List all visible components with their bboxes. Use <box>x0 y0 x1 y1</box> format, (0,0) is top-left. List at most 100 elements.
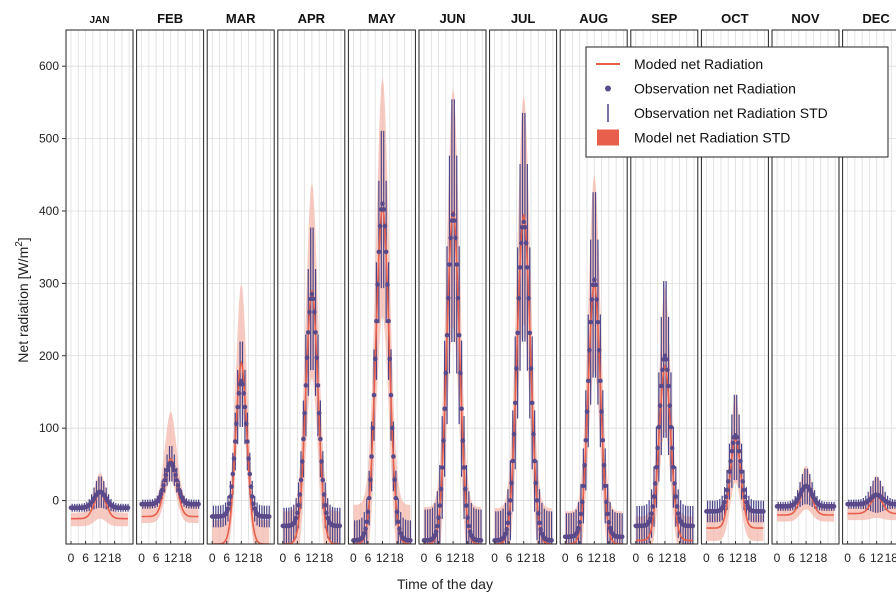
observation-point <box>408 538 413 543</box>
observation-point <box>368 477 373 483</box>
x-tick-label: 0 <box>421 551 428 565</box>
observation-point <box>445 295 451 301</box>
observation-point <box>172 467 177 473</box>
observation-point <box>395 519 401 525</box>
observation-point <box>724 487 730 493</box>
observation-point <box>394 509 400 515</box>
y-axis-title-main: Net radiation [W/m <box>15 247 31 363</box>
month-label: OCT <box>721 11 749 26</box>
observation-point <box>369 454 374 459</box>
x-tick-label: 18 <box>743 551 757 565</box>
legend-box <box>585 46 889 158</box>
observation-point <box>299 459 305 464</box>
x-tick-label: 0 <box>350 551 357 565</box>
observation-point <box>162 477 167 483</box>
month-label: APR <box>298 11 326 26</box>
observation-point <box>465 515 470 520</box>
observation-point <box>295 510 300 516</box>
observation-point <box>577 520 583 525</box>
observation-point <box>234 421 239 427</box>
observation-point <box>532 458 537 464</box>
observation-point <box>538 527 543 532</box>
model-std-band <box>777 465 834 522</box>
panel-aug: AUG 0 6 12 18 <box>559 11 628 565</box>
y-tick-label: 100 <box>39 421 59 435</box>
observation-point <box>370 425 376 431</box>
observation-point <box>381 207 387 212</box>
observation-point <box>723 494 729 500</box>
observation-point <box>125 505 131 511</box>
observation-point <box>297 492 303 497</box>
x-tick-label: 6 <box>859 551 866 565</box>
x-tick-label: 12 <box>164 551 178 565</box>
observation-point <box>314 355 320 360</box>
x-tick-label: 0 <box>774 551 781 565</box>
panel-mar: MAR 0 6 12 18 <box>206 11 275 565</box>
x-tick-label: 12 <box>446 551 460 565</box>
observation-point <box>225 506 231 512</box>
x-tick-label: 18 <box>602 551 616 565</box>
observation-point <box>729 448 735 454</box>
x-tick-label: 6 <box>153 551 160 565</box>
panel-frame <box>559 29 628 545</box>
model-std-band <box>565 174 623 544</box>
observation-point <box>515 330 520 336</box>
observation-point <box>665 367 670 373</box>
observation-point <box>362 530 367 536</box>
observation-point <box>453 235 458 241</box>
x-tick-label: 18 <box>532 551 546 565</box>
observation-point <box>649 511 654 516</box>
observation-point <box>525 265 530 270</box>
observation-point <box>439 465 445 470</box>
x-tick-label: 18 <box>885 551 896 565</box>
x-tick-label: 12 <box>305 551 319 565</box>
panel-frame <box>136 29 205 545</box>
observation-point <box>549 538 554 543</box>
observation-point <box>735 440 741 446</box>
observation-point <box>161 482 166 488</box>
observation-point <box>655 445 660 451</box>
observation-point <box>523 240 529 246</box>
observation-point <box>432 532 438 538</box>
observation-point <box>512 400 518 406</box>
observation-point <box>443 370 449 376</box>
observation-point <box>727 469 732 474</box>
panel-sep: SEP 0 6 12 18 <box>630 11 699 565</box>
y-tick-label: 0 <box>52 494 59 508</box>
month-label: MAY <box>368 11 396 26</box>
observation-point <box>442 406 447 412</box>
panel-data <box>421 87 484 544</box>
observation-point <box>302 410 307 416</box>
observation-point <box>313 330 318 335</box>
observation-point <box>245 439 250 444</box>
observation-point <box>391 454 396 459</box>
model-line <box>635 363 693 542</box>
model-line <box>706 437 764 529</box>
panel-frame <box>277 29 346 545</box>
observation-point <box>462 486 468 492</box>
observation-point <box>598 378 603 384</box>
x-tick-label: 0 <box>279 551 286 565</box>
x-tick-label: 6 <box>506 551 513 565</box>
observation-point <box>312 309 317 315</box>
observation-point <box>534 498 540 503</box>
observation-point <box>240 381 245 387</box>
observation-point <box>533 480 539 486</box>
observation-point <box>674 504 680 509</box>
legend: Moded net Radiation Observation net Radia… <box>585 46 889 158</box>
observation-point <box>526 295 531 301</box>
panel-data <box>845 475 896 521</box>
month-label: MAR <box>226 11 256 26</box>
observation-point <box>517 265 523 270</box>
y-tick-label: 300 <box>39 276 59 290</box>
observation-point <box>505 520 511 526</box>
observation-point <box>578 511 584 517</box>
observation-point <box>229 484 234 489</box>
x-tick-label: 12 <box>376 551 390 565</box>
observation-point <box>730 440 736 446</box>
observation-point <box>441 438 446 443</box>
observation-point <box>587 347 592 353</box>
month-label: AUG <box>579 11 608 26</box>
panel-data <box>633 281 696 544</box>
